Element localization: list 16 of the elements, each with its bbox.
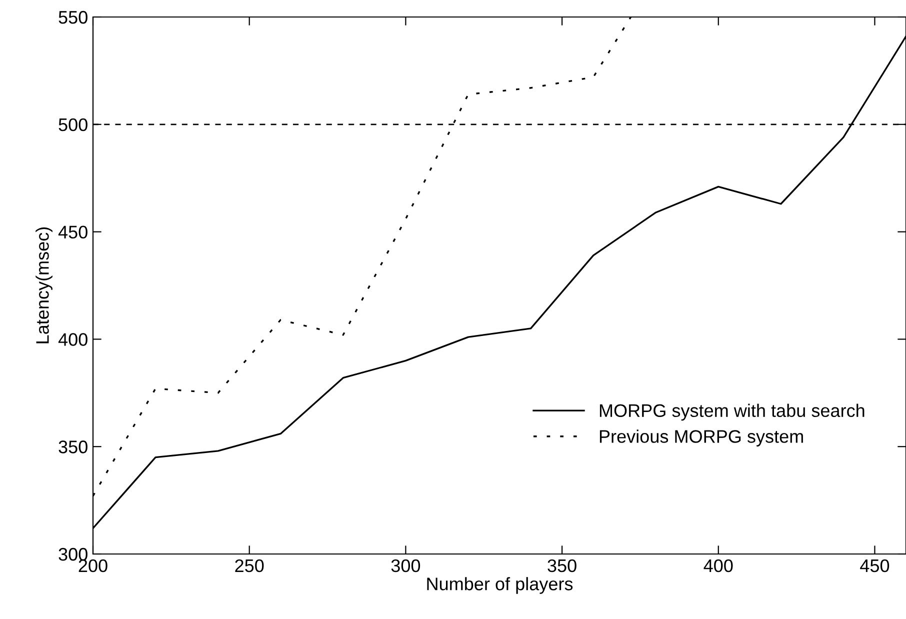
y-tick-label: 300 (58, 548, 88, 561)
x-tick-label: 250 (235, 559, 264, 572)
x-tick-label: 350 (548, 559, 576, 572)
y-axis-title: Latency(msec) (36, 227, 52, 344)
x-tick-label: 300 (391, 559, 420, 572)
legend-label: MORPG system with tabu search (600, 404, 864, 421)
x-axis-title: Number of players (427, 577, 573, 594)
y-tick-label: 500 (58, 118, 88, 132)
x-tick-label: 200 (78, 559, 108, 572)
y-tick-label: 350 (58, 440, 88, 454)
y-tick-label: 450 (58, 226, 88, 239)
x-tick-label: 400 (704, 559, 733, 572)
legend-label: Previous MORPG system (600, 430, 803, 446)
y-tick-label: 550 (58, 10, 88, 24)
x-tick-label: 450 (860, 559, 890, 572)
y-tick-label: 400 (58, 333, 88, 346)
